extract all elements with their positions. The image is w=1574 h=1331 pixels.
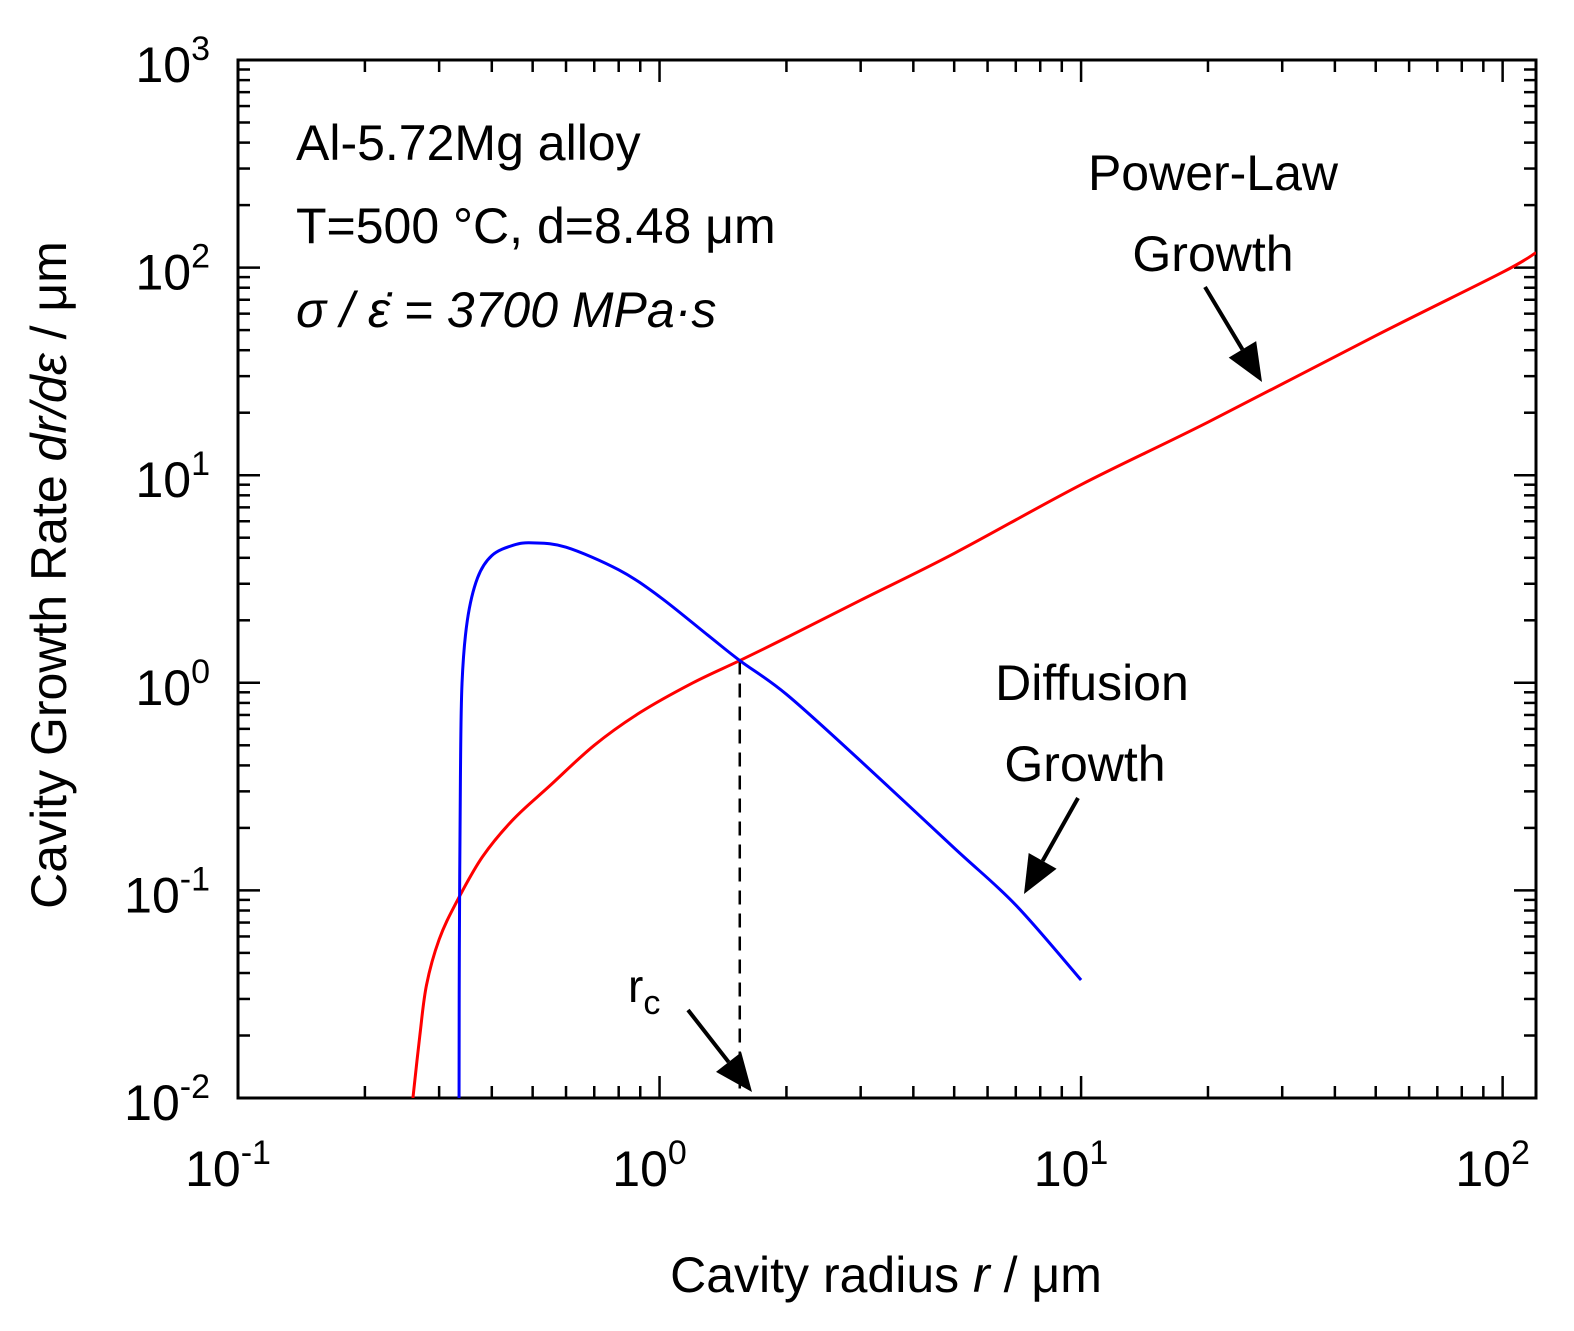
- rc-arrow-head: [716, 1052, 752, 1092]
- power-law-label-line1: Power-Law: [1088, 145, 1339, 201]
- y-tick-label-0: 10-2: [124, 1068, 210, 1131]
- annotation-stress-ratio: σ / ε̇ = 3700 MPa·s: [296, 282, 716, 338]
- x-tick-label-exp: 1: [1089, 1134, 1108, 1172]
- diffusion-arrow-shaft: [1040, 797, 1080, 862]
- power-law-label-line2: Growth: [1132, 226, 1293, 282]
- y-tick-label-exp: 3: [191, 30, 210, 68]
- x-tick-label-exp: 0: [668, 1134, 687, 1172]
- y-tick-label-1: 10-1: [124, 860, 210, 923]
- y-tick-label-base: 10: [135, 660, 191, 716]
- x-tick-label-3: 102: [1455, 1134, 1530, 1197]
- rc-label-sub: c: [643, 984, 660, 1022]
- x-tick-label-base: 10: [1034, 1141, 1090, 1197]
- y-tick-label-base: 10: [124, 1075, 180, 1131]
- power-law-curve: [411, 251, 1536, 1098]
- rc-label-base: r: [628, 960, 643, 1012]
- y-tick-label-2: 100: [135, 653, 210, 716]
- y-tick-label-exp: 1: [191, 445, 210, 483]
- y-tick-label-3: 101: [135, 445, 210, 508]
- y-tick-label-exp: 2: [191, 238, 210, 276]
- plot-frame: [236, 58, 1538, 1100]
- x-tick-label-0: 10-1: [185, 1134, 271, 1197]
- x-tick-label-1: 100: [612, 1134, 687, 1197]
- rc-label: rc: [628, 960, 660, 1022]
- y-axis-label-var: dr/dε: [21, 352, 77, 461]
- x-axis-label-var: r: [973, 1247, 992, 1303]
- y-tick-label-base: 10: [135, 37, 191, 93]
- diffusion-label-line2: Growth: [1004, 736, 1165, 792]
- y-tick-label-exp: 0: [191, 653, 210, 691]
- diffusion-curve: [457, 541, 1083, 1098]
- power-law-arrow-shaft: [1203, 285, 1245, 351]
- y-tick-label-5: 103: [135, 30, 210, 93]
- y-tick-label-exp: -2: [180, 1068, 210, 1106]
- x-tick-label-2: 101: [1034, 1134, 1109, 1197]
- y-tick-label-base: 10: [135, 452, 191, 508]
- y-tick-label-4: 102: [135, 238, 210, 301]
- x-axis-label: Cavity radius r / μm: [670, 1247, 1102, 1303]
- x-tick-label-exp: 2: [1511, 1134, 1530, 1172]
- x-tick-label-base: 10: [1455, 1141, 1511, 1197]
- diffusion-arrow-head: [1024, 853, 1057, 894]
- power-law-arrow-head: [1228, 341, 1262, 382]
- y-axis-label-text: Cavity Growth Rate: [21, 475, 77, 908]
- x-tick-label-base: 10: [185, 1141, 241, 1197]
- y-tick-label-base: 10: [135, 245, 191, 301]
- x-tick-labels: 10-1 100 101 102: [185, 1134, 1530, 1197]
- arrows: [686, 285, 1262, 1092]
- y-tick-label-exp: -1: [180, 860, 210, 898]
- x-tick-label-exp: -1: [241, 1134, 271, 1172]
- diffusion-label-line1: Diffusion: [995, 655, 1189, 711]
- annotation-conditions: T=500 °C, d=8.48 μm: [296, 198, 776, 254]
- axis-ticks: [236, 60, 1536, 1100]
- rc-arrow-shaft: [686, 1008, 731, 1064]
- y-axis-label: Cavity Growth Rate dr/dε / μm: [21, 241, 77, 909]
- x-axis-label-text: Cavity radius: [670, 1247, 959, 1303]
- x-tick-label-base: 10: [612, 1141, 668, 1197]
- y-axis-label-unit: / μm: [21, 241, 77, 339]
- annotation-alloy: Al-5.72Mg alloy: [296, 115, 641, 171]
- x-axis-label-unit: / μm: [1004, 1247, 1102, 1303]
- y-tick-label-base: 10: [124, 867, 180, 923]
